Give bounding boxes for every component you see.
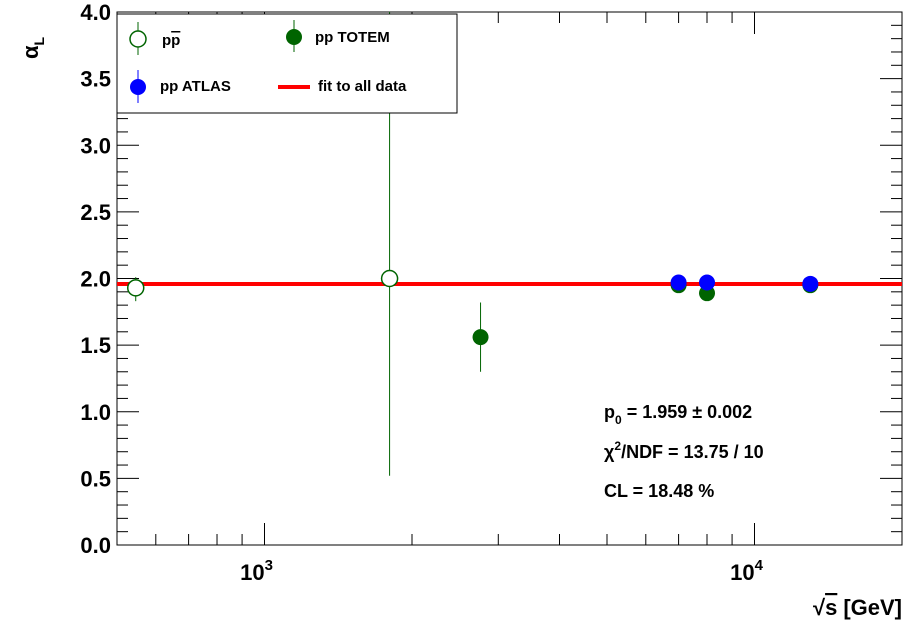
y-tick-label: 1.5 <box>80 333 111 358</box>
stat-cl: CL = 18.48 % <box>604 481 714 501</box>
data-points <box>126 12 819 476</box>
legend-entry-ppbar: pp <box>129 22 180 55</box>
stat-p0-symbol: p <box>604 402 615 422</box>
data-point <box>472 329 489 346</box>
series-2 <box>670 274 819 292</box>
y-tick-label: 0.0 <box>80 533 111 558</box>
y-axis-title: αL <box>18 37 47 60</box>
legend-totem-label: pp TOTEM <box>315 29 390 46</box>
legend-entry-totem: pp TOTEM <box>286 20 390 52</box>
data-point <box>802 275 819 292</box>
y-tick-label: 2.0 <box>80 267 111 292</box>
x-tick-label-exponent: 3 <box>265 557 273 574</box>
x-axis-title-radical: √ <box>813 595 826 620</box>
stat-chi2-superscript: 2 <box>614 439 621 453</box>
data-point <box>670 274 687 291</box>
series-1 <box>472 277 819 372</box>
y-tick-label: 0.5 <box>80 466 111 491</box>
legend-atlas-marker <box>130 79 146 95</box>
x-tick-label-exponent: 4 <box>755 557 764 574</box>
legend-entry-atlas: pp ATLAS <box>130 70 231 103</box>
legend-ppbar-marker <box>129 30 147 48</box>
fit-stats: p0 = 1.959 ± 0.002 χ2/NDF = 13.75 / 10 CL… <box>604 402 764 501</box>
legend-totem-marker <box>286 29 302 45</box>
legend-fit-label: fit to all data <box>318 78 407 95</box>
y-tick-label: 4.0 <box>80 0 111 25</box>
y-axis-title-subscript: L <box>31 37 47 46</box>
y-tick-label: 3.0 <box>80 133 111 158</box>
data-point <box>380 269 399 288</box>
x-axis-title-symbol: s <box>825 595 837 620</box>
legend-entry-fit: fit to all data <box>278 78 407 95</box>
y-tick-label: 2.5 <box>80 200 111 225</box>
stat-p0: p0 = 1.959 ± 0.002 <box>604 402 752 427</box>
y-tick-label: 1.0 <box>80 400 111 425</box>
stat-chi2: χ2/NDF = 13.75 / 10 <box>604 439 764 462</box>
stat-p0-value: = 1.959 ± 0.002 <box>627 402 752 422</box>
legend-box <box>116 13 458 114</box>
y-tick-label: 3.5 <box>80 67 111 92</box>
x-tick-label-base: 10 <box>240 560 264 585</box>
x-axis-title: √s [GeV] <box>813 595 902 620</box>
legend: pp pp TOTEM pp ATLAS fit to all data <box>116 13 458 114</box>
legend-ppbar-label-over: p <box>171 32 180 49</box>
x-tick-label-base: 10 <box>730 560 754 585</box>
stat-p0-subscript: 0 <box>615 413 622 427</box>
x-tick-label: 104 <box>730 557 763 585</box>
series-0 <box>126 12 399 476</box>
data-point <box>126 279 145 297</box>
svg-text:αL: αL <box>18 37 47 60</box>
y-axis-title-symbol: α <box>18 45 43 59</box>
stat-chi2-value: /NDF = 13.75 / 10 <box>621 442 764 462</box>
x-tick-label: 103 <box>240 557 273 585</box>
svg-text:√s[GeV]: √s [GeV] <box>813 595 902 620</box>
legend-atlas-label: pp ATLAS <box>160 78 231 95</box>
x-axis-title-unit: [GeV] <box>843 595 902 620</box>
legend-ppbar-label-base: p <box>162 32 171 49</box>
svg-text:pp: pp <box>162 32 180 49</box>
stat-chi2-symbol: χ <box>604 442 615 462</box>
data-point <box>699 274 716 291</box>
